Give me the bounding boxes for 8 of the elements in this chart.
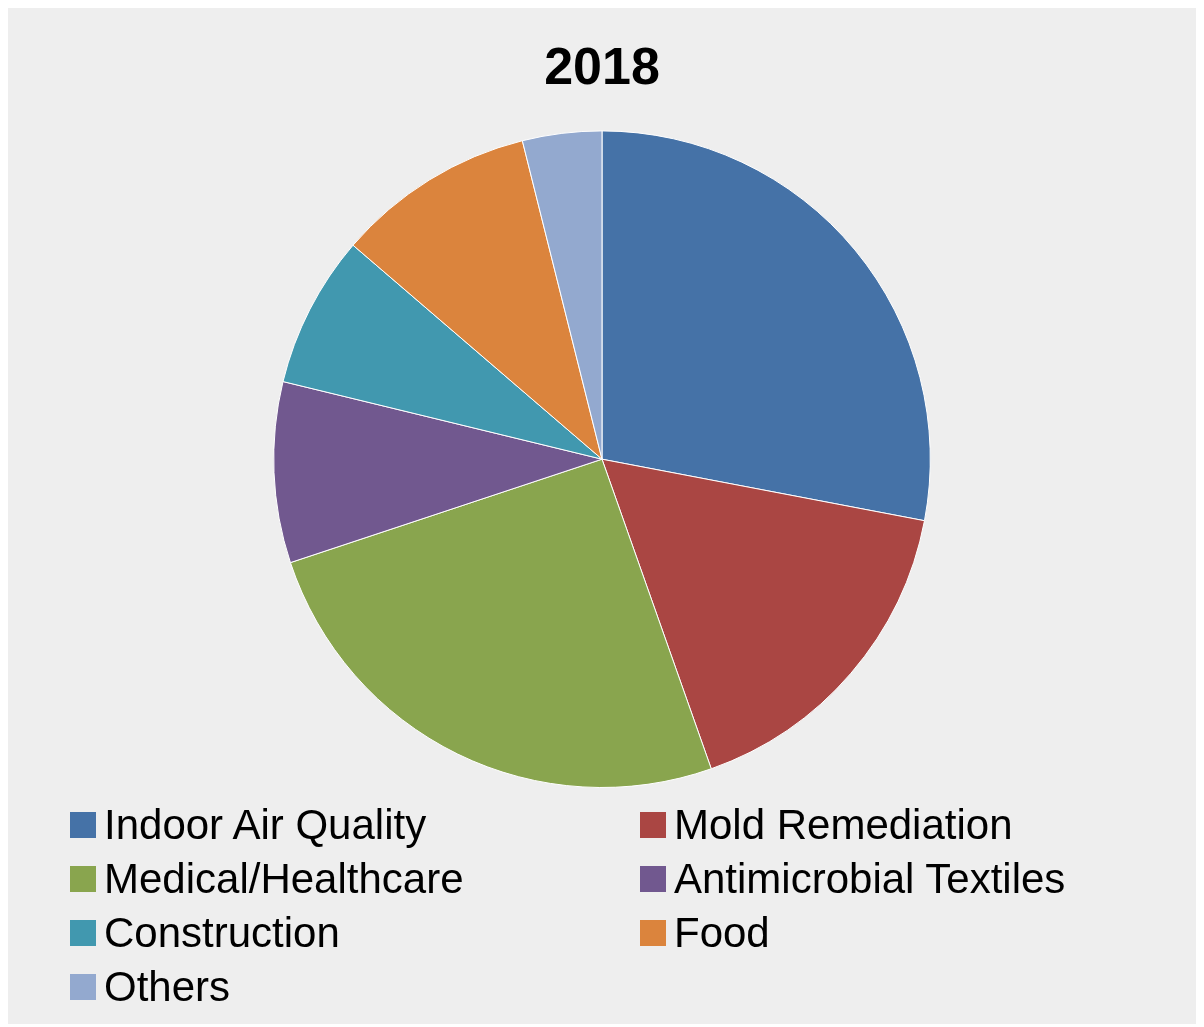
legend-label: Mold Remediation (674, 800, 1013, 850)
legend-label: Food (674, 908, 770, 958)
legend-label: Construction (104, 908, 340, 958)
legend-label: Medical/Healthcare (104, 854, 464, 904)
chart-title: 2018 (544, 36, 660, 95)
legend-label: Others (104, 962, 231, 1012)
legend-label: Indoor Air Quality (104, 800, 427, 850)
legend-label: Antimicrobial Textiles (674, 854, 1066, 904)
